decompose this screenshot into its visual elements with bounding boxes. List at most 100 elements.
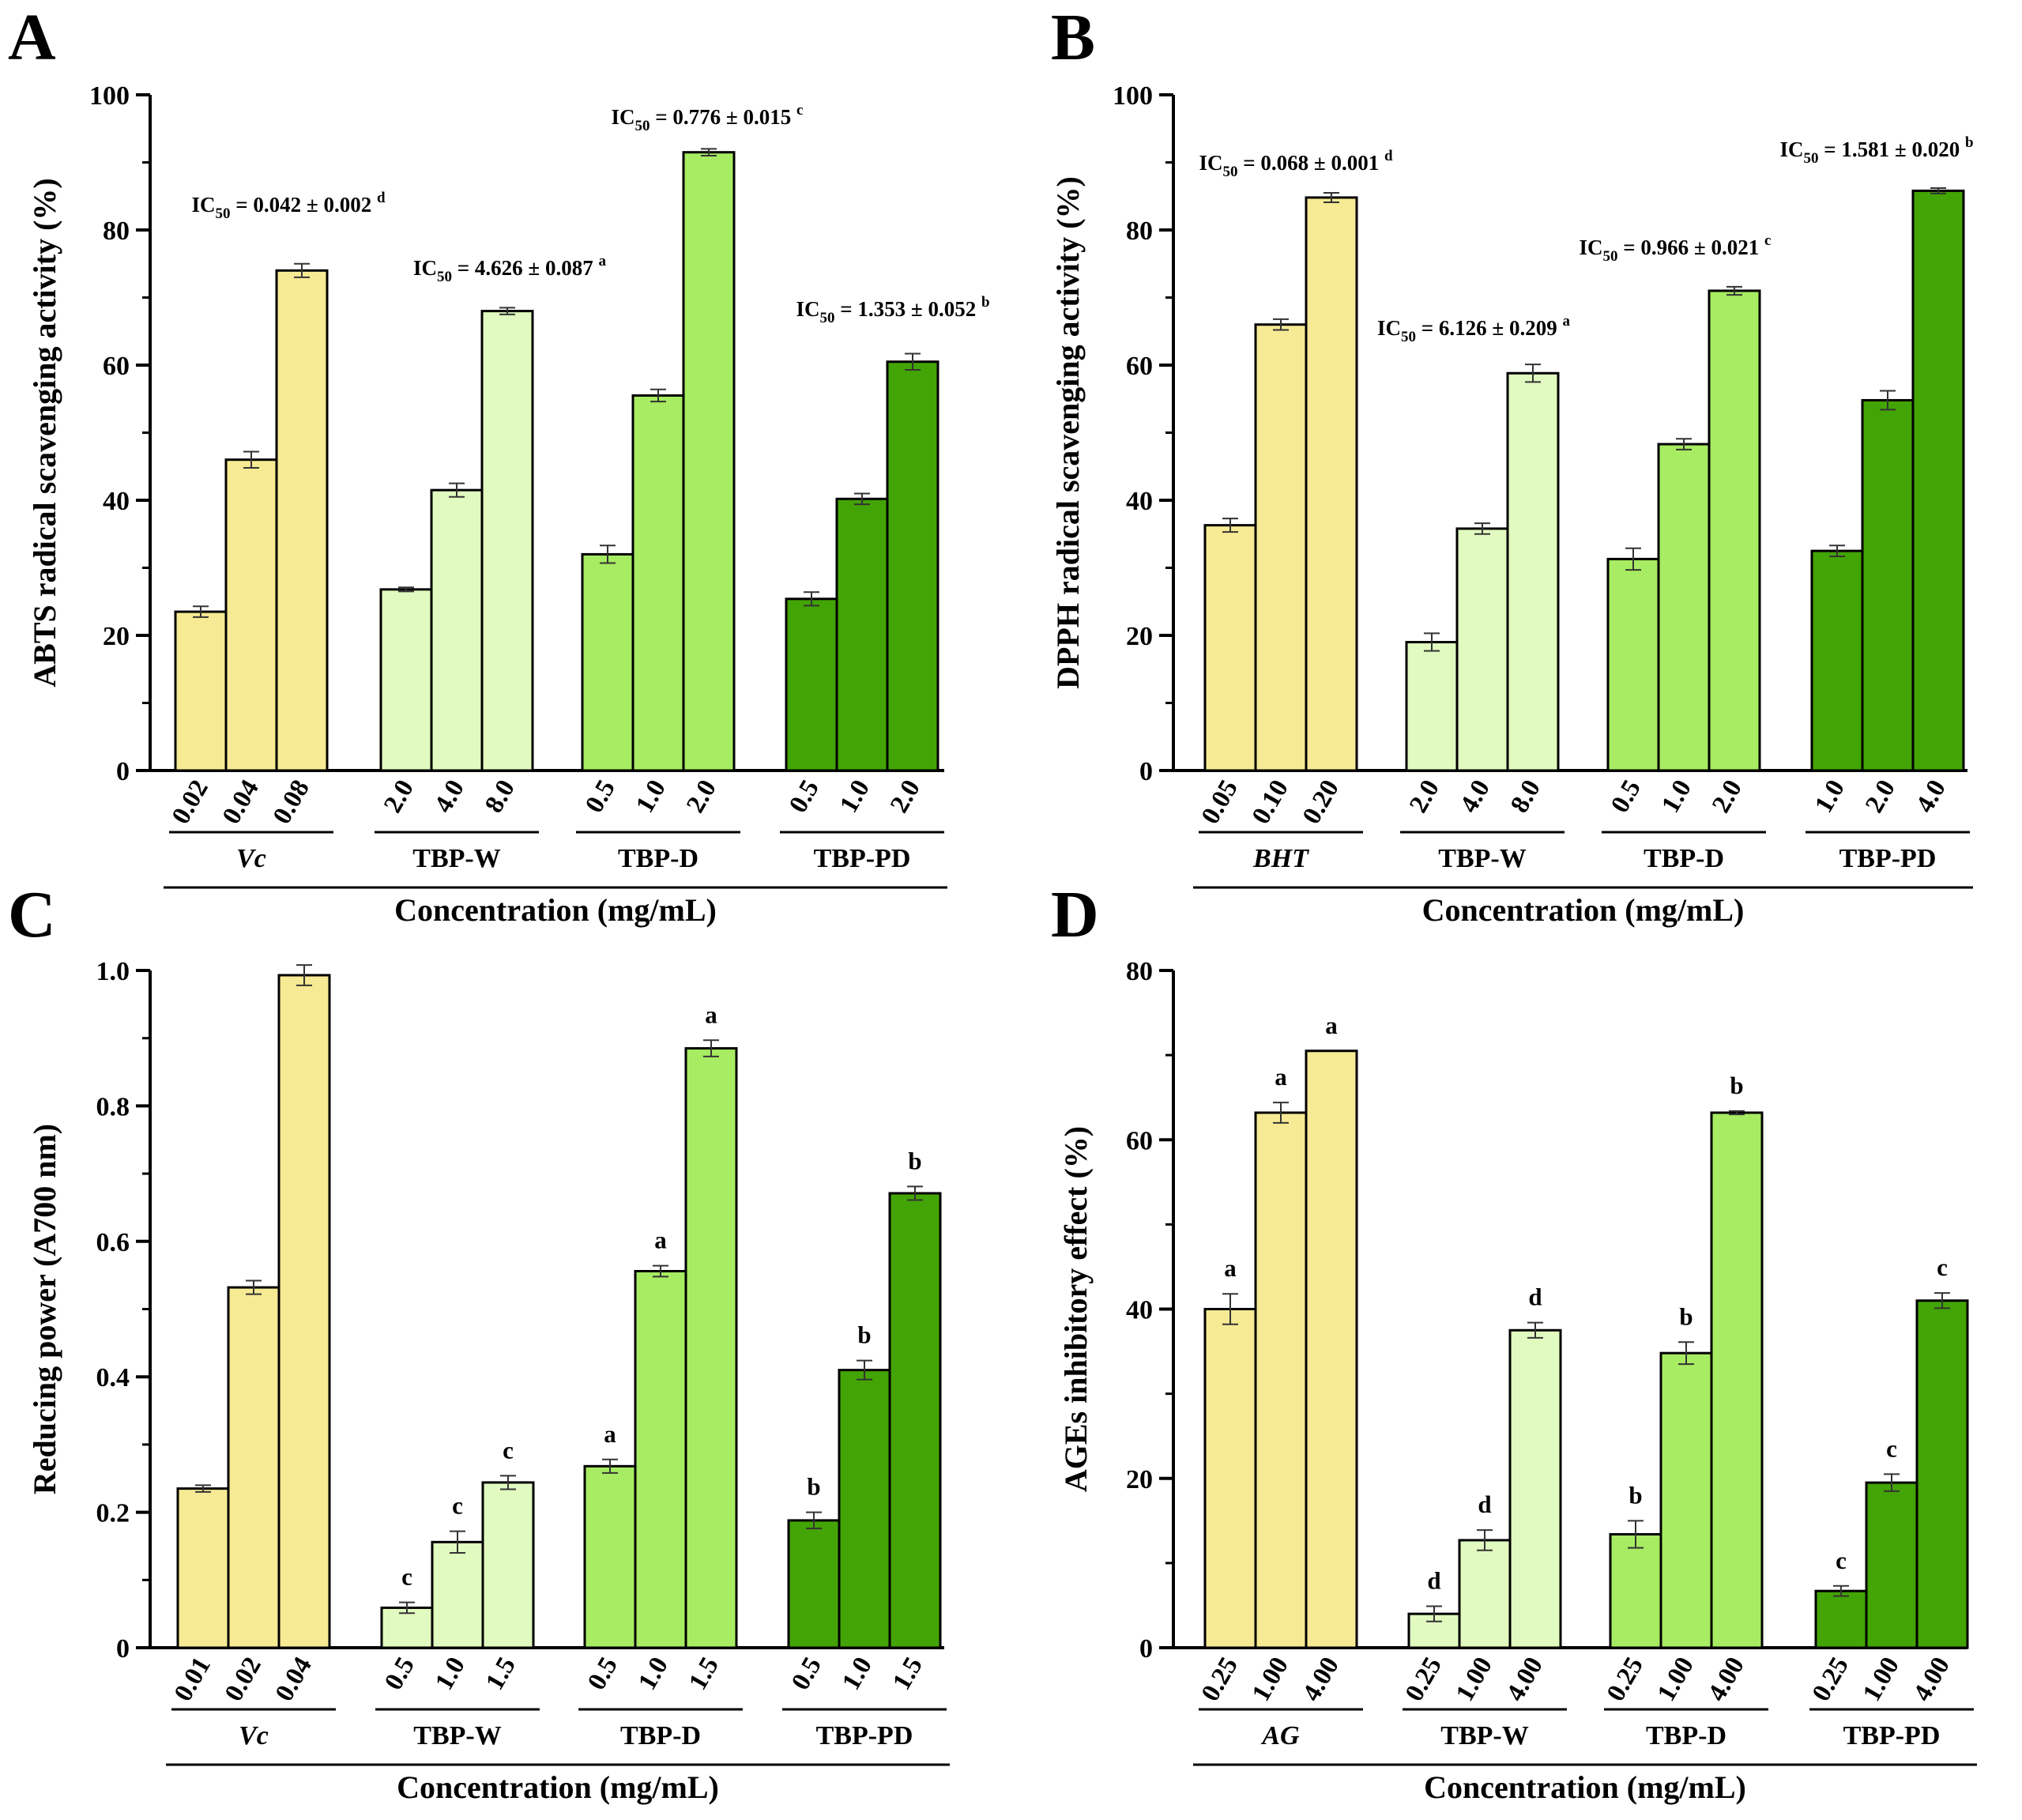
panel-c: C 0 0.2 0.4 0.6 0.8 1.0 Reducing power (A700 nm… bbox=[8, 878, 950, 1805]
bar bbox=[1254, 1111, 1308, 1649]
y-tick-label: 0.4 bbox=[96, 1363, 130, 1392]
bar bbox=[886, 360, 939, 772]
group-name: Vc bbox=[236, 844, 266, 873]
bar-group-tbp-w: 2.0 4.0 8.0 TBP-W IC50 = 6.126 ± 0.209 a bbox=[1377, 313, 1570, 873]
bar bbox=[1606, 557, 1660, 772]
x-category-label: 8.0 bbox=[480, 775, 521, 818]
group-name: TBP-D bbox=[1644, 844, 1724, 873]
x-category-label: 0.5 bbox=[1606, 775, 1647, 818]
y-tick-label: 0 bbox=[1139, 1634, 1153, 1664]
bar bbox=[227, 1286, 281, 1649]
y-tick-label: 0.8 bbox=[96, 1092, 130, 1121]
bar-group-tbp-pd: c 0.25 c 1.00 c 4.00 TBP-PD bbox=[1807, 1253, 1974, 1750]
x-category-label: 0.25 bbox=[1807, 1652, 1854, 1706]
bar bbox=[1506, 371, 1560, 772]
ic50-annotation: IC50 = 1.581 ± 0.020 b bbox=[1779, 134, 1973, 167]
x-category-label: 0.20 bbox=[1297, 775, 1345, 829]
significance-letter: b bbox=[807, 1473, 820, 1501]
bar bbox=[379, 588, 433, 772]
x-category-label: 4.00 bbox=[1297, 1652, 1345, 1706]
x-axis-title: Concentration (mg/mL) bbox=[397, 1769, 719, 1805]
bar-group-tbp-w: 2.0 4.0 8.0 TBP-W IC50 = 4.626 ± 0.087 a bbox=[375, 253, 606, 873]
x-category-label: 0.25 bbox=[1196, 1652, 1244, 1706]
y-tick-label: 80 bbox=[1126, 217, 1153, 246]
y-tick-label: 1.0 bbox=[96, 957, 130, 986]
x-category-label: 4.0 bbox=[429, 775, 470, 818]
bar-group-tbp-pd: 0.5 1.0 2.0 TBP-PD IC50 = 1.353 ± 0.052 b bbox=[780, 294, 990, 873]
y-tick-label: 100 bbox=[89, 81, 130, 111]
x-category-label: 1.0 bbox=[631, 775, 672, 818]
group-name: TBP-PD bbox=[1843, 1721, 1941, 1750]
bar bbox=[176, 1487, 230, 1649]
significance-letter: a bbox=[1275, 1063, 1287, 1091]
panel-letter: B bbox=[1051, 1, 1095, 74]
x-category-label: 2.0 bbox=[378, 775, 420, 818]
group-name: AG bbox=[1260, 1721, 1300, 1750]
bar-group-tbp-w: c 0.5 c 1.0 c 1.5 TBP-W bbox=[375, 1436, 540, 1750]
y-tick-label: 0.2 bbox=[96, 1499, 130, 1528]
panel-b: B 0 20 40 60 80 100 DPPH radical scavenging act… bbox=[1050, 1, 1974, 928]
significance-letter: c bbox=[452, 1492, 463, 1520]
bar-group-ag: a 0.25 a 1.00 a 4.00 AG bbox=[1196, 1012, 1363, 1750]
y-axis-title: AGEs inhibitory effect (%) bbox=[1058, 1126, 1094, 1492]
significance-letter: a bbox=[705, 1000, 717, 1028]
y-tick-label: 0 bbox=[1139, 757, 1153, 786]
bar-group-tbp-pd: b 0.5 b 1.0 b 1.5 TBP-PD bbox=[782, 1147, 947, 1750]
bar-group-tbp-d: 0.5 1.0 2.0 TBP-D IC50 = 0.966 ± 0.021 c bbox=[1580, 232, 1772, 873]
group-name: TBP-W bbox=[412, 844, 500, 873]
group-name: TBP-W bbox=[413, 1721, 501, 1750]
x-category-label: 1.00 bbox=[1652, 1652, 1700, 1706]
y-axis-title: ABTS radical scavenging activity (%) bbox=[27, 178, 62, 687]
ic50-annotation: IC50 = 1.353 ± 0.052 b bbox=[796, 294, 989, 326]
bar bbox=[1405, 641, 1459, 772]
x-category-label: 2.0 bbox=[681, 775, 722, 818]
bar bbox=[1710, 1111, 1764, 1649]
y-tick-label: 0 bbox=[116, 1634, 130, 1664]
ic50-annotation: IC50 = 0.776 ± 0.015 c bbox=[612, 102, 804, 134]
x-category-label: 8.0 bbox=[1505, 775, 1546, 818]
bar bbox=[631, 394, 685, 772]
bar bbox=[1659, 1351, 1713, 1649]
panel-letter: D bbox=[1051, 878, 1099, 951]
x-category-label: 0.04 bbox=[217, 775, 265, 829]
significance-letter: d bbox=[1478, 1490, 1491, 1518]
x-category-label: 2.0 bbox=[1860, 775, 1901, 818]
x-category-label: 0.05 bbox=[1196, 775, 1244, 829]
bar bbox=[1814, 1589, 1868, 1649]
x-category-label: 1.5 bbox=[887, 1652, 928, 1695]
ic50-annotation: IC50 = 0.966 ± 0.021 c bbox=[1580, 232, 1772, 265]
significance-letter: b bbox=[1730, 1072, 1743, 1099]
y-tick-label: 80 bbox=[1126, 957, 1153, 986]
x-category-label: 1.0 bbox=[1656, 775, 1697, 818]
group-name: TBP-D bbox=[1646, 1721, 1726, 1750]
group-name: TBP-PD bbox=[814, 844, 911, 873]
bar bbox=[430, 488, 484, 772]
x-category-label: 1.00 bbox=[1247, 1652, 1294, 1706]
x-category-label: 0.01 bbox=[169, 1652, 217, 1706]
panel-a: A 0 20 40 60 80 100 ABTS radical scavenging act… bbox=[8, 1, 990, 928]
bar bbox=[431, 1540, 484, 1649]
bar bbox=[224, 458, 278, 772]
bar bbox=[838, 1369, 891, 1649]
x-category-label: 0.5 bbox=[379, 1652, 420, 1695]
bar bbox=[380, 1606, 434, 1649]
bar bbox=[1305, 196, 1358, 772]
y-tick-label: 20 bbox=[1126, 622, 1153, 651]
x-category-label: 4.00 bbox=[1501, 1652, 1549, 1706]
significance-letter: b bbox=[857, 1321, 871, 1349]
bar-group-bht: 0.05 0.10 0.20 BHT IC50 = 0.068 ± 0.001 d bbox=[1196, 148, 1393, 873]
bar-group-tbp-pd: 1.0 2.0 4.0 TBP-PD IC50 = 1.581 ± 0.020 b bbox=[1779, 134, 1973, 873]
significance-letter: c bbox=[503, 1436, 514, 1464]
bar bbox=[634, 1270, 687, 1649]
x-axis-title: Concentration (mg/mL) bbox=[1422, 892, 1745, 928]
x-category-label: 0.08 bbox=[268, 775, 315, 829]
group-name: TBP-D bbox=[620, 1721, 701, 1750]
significance-letter: d bbox=[1427, 1567, 1440, 1595]
x-category-label: 1.00 bbox=[1451, 1652, 1498, 1706]
significance-letter: a bbox=[604, 1420, 616, 1448]
y-tick-label: 60 bbox=[103, 352, 130, 381]
bar bbox=[682, 151, 736, 772]
bar bbox=[1203, 1308, 1257, 1649]
x-category-label: 2.0 bbox=[1707, 775, 1748, 818]
